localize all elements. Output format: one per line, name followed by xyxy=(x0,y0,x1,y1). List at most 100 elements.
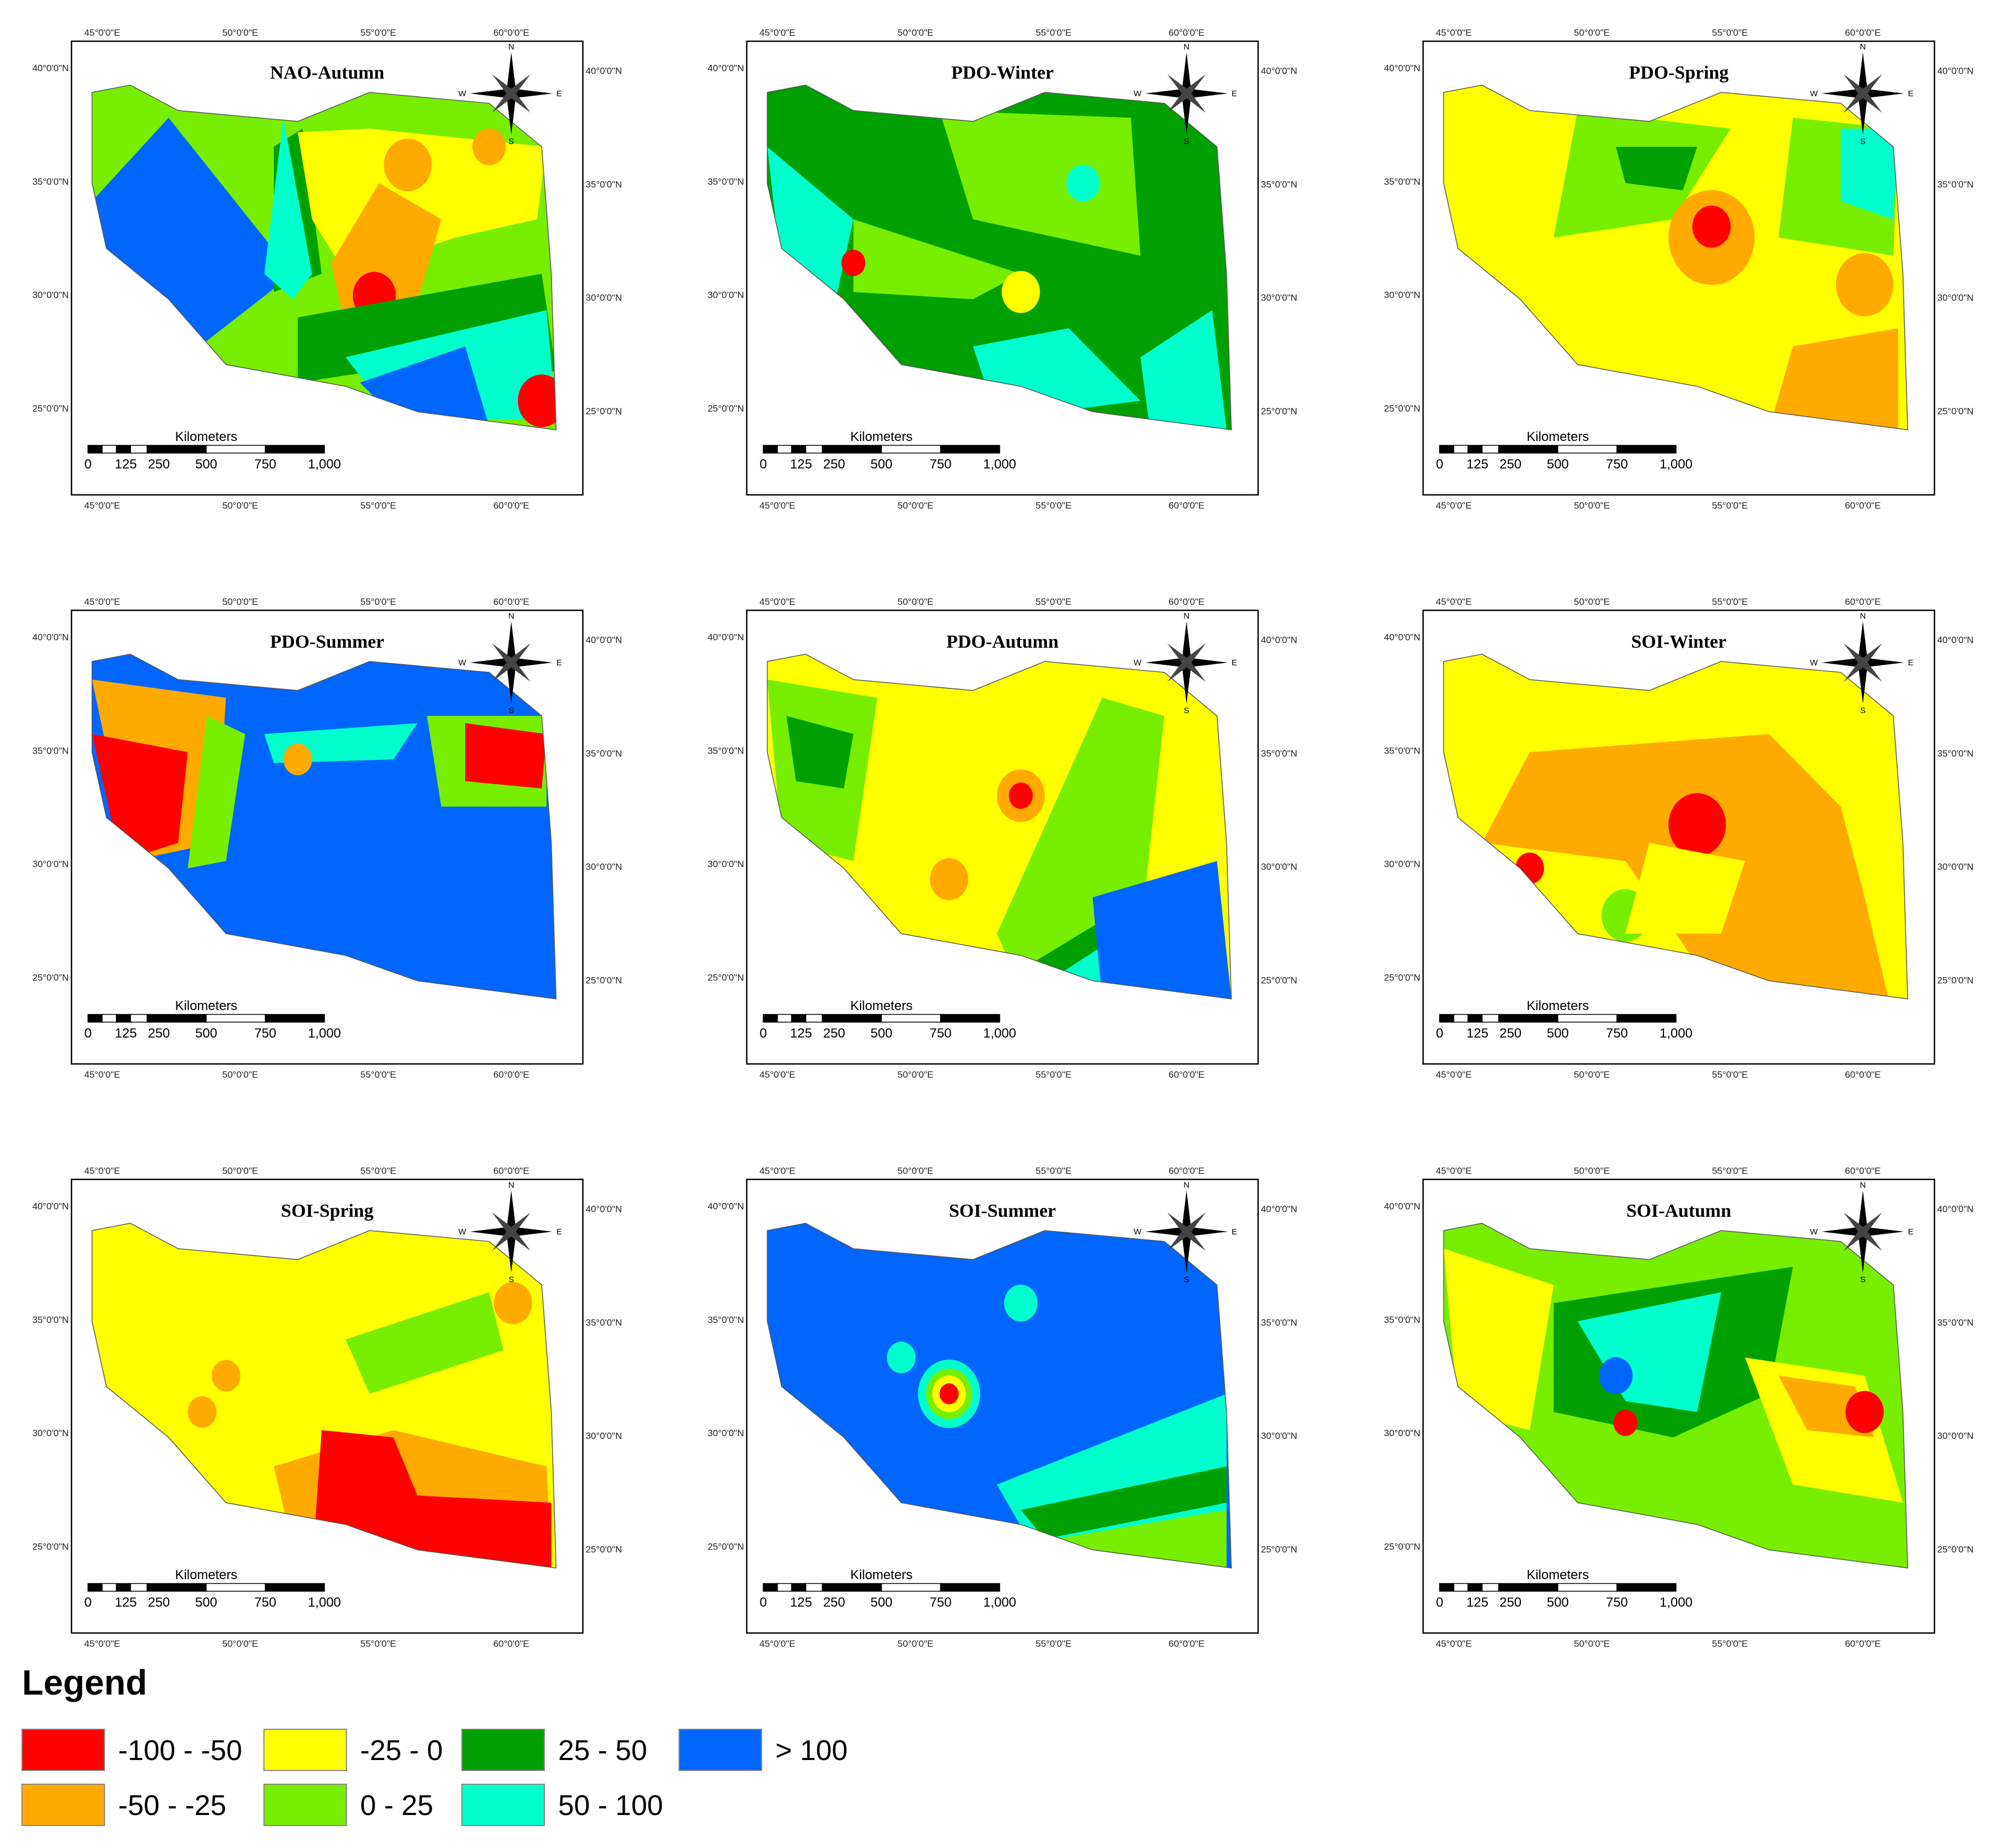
scale-bar-tick: 125 xyxy=(115,1595,137,1610)
scale-bar-tick: 0 xyxy=(759,1026,767,1041)
scale-bar-tick: 500 xyxy=(195,457,217,472)
map-outline xyxy=(767,85,1232,431)
scale-bar-tick: 250 xyxy=(1500,457,1522,472)
map-outline xyxy=(1443,1223,1909,1569)
value-zone xyxy=(841,250,866,277)
value-zone xyxy=(853,219,1021,300)
scale-bar-tick: 0 xyxy=(1436,457,1443,472)
scale-bar-tick: 750 xyxy=(929,457,951,472)
map-outline xyxy=(91,1223,557,1569)
lon-tick-label: 60°0'0"E xyxy=(1845,500,1881,511)
lon-tick-label: 45°0'0"E xyxy=(84,1166,120,1176)
lat-tick-label: 25°0'0"N xyxy=(586,1544,622,1554)
scale-bar-tick: 125 xyxy=(790,457,812,472)
lon-tick-label: 45°0'0"E xyxy=(759,1166,795,1176)
lon-tick-label: 60°0'0"E xyxy=(1168,1166,1204,1176)
legend-label: 0 - 25 xyxy=(360,1790,433,1822)
value-zone xyxy=(1769,328,1898,430)
compass-label: E xyxy=(1908,89,1914,98)
scale-bar-tick: 125 xyxy=(1467,1595,1489,1610)
legend-label: 50 - 100 xyxy=(558,1790,663,1822)
lon-tick-label: 45°0'0"E xyxy=(1436,1166,1471,1176)
compass-label: E xyxy=(556,658,562,668)
lon-tick-label: 50°0'0"E xyxy=(1574,1166,1609,1176)
scale-bar-tick: 125 xyxy=(790,1595,812,1610)
lon-tick-label: 60°0'0"E xyxy=(1168,500,1204,511)
value-zone xyxy=(1845,1391,1884,1433)
lon-tick-label: 55°0'0"E xyxy=(360,1166,396,1176)
scale-bar-tick: 125 xyxy=(1467,1026,1489,1041)
scale-bar-tick: 1,000 xyxy=(983,1595,1016,1610)
value-zone xyxy=(1140,310,1227,430)
scale-bar-tick: 1,000 xyxy=(1660,1026,1693,1041)
value-zone xyxy=(1613,1409,1638,1436)
lat-tick-label: 25°0'0"N xyxy=(32,972,69,983)
lat-tick-label: 30°0'0"N xyxy=(32,859,69,869)
panel-title: SOI-Spring xyxy=(281,1201,373,1221)
map-outline xyxy=(1443,654,1909,1000)
scale-bar: Kilometers 0 125 250 500 750 1,000 xyxy=(84,999,341,1041)
lat-tick-label: 40°0'0"N xyxy=(708,632,744,643)
value-zone xyxy=(1668,793,1726,857)
scale-bar-tick: 0 xyxy=(759,1595,767,1610)
map-outline xyxy=(767,654,1232,1000)
lon-tick-label: 45°0'0"E xyxy=(84,27,120,38)
scale-bar-tick: 125 xyxy=(115,1026,137,1041)
panel-title: PDO-Winter xyxy=(951,63,1054,83)
lon-tick-label: 45°0'0"E xyxy=(1436,1069,1471,1080)
lat-tick-label: 40°0'0"N xyxy=(1937,635,1974,646)
lon-tick-label: 60°0'0"E xyxy=(493,500,529,511)
lat-tick-label: 40°0'0"N xyxy=(586,66,622,76)
value-zone xyxy=(465,723,547,788)
panel-title: PDO-Summer xyxy=(270,632,384,652)
scale-bar-tick: 500 xyxy=(195,1026,217,1041)
legend-swatch xyxy=(461,1784,545,1826)
panel-title: SOI-Autumn xyxy=(1627,1201,1732,1221)
compass-rose-icon: N S E W xyxy=(459,611,562,715)
scale-bar-tick: 750 xyxy=(929,1026,951,1041)
compass-label: S xyxy=(509,137,514,146)
scale-bar-title: Kilometers xyxy=(175,429,237,444)
lat-tick-label: 40°0'0"N xyxy=(1384,1201,1420,1212)
panel-title: SOI-Winter xyxy=(1631,632,1726,652)
lat-tick-label: 25°0'0"N xyxy=(1261,406,1297,416)
lat-tick-label: 35°0'0"N xyxy=(1384,1315,1420,1325)
scale-bar-tick: 0 xyxy=(84,1026,91,1041)
lat-tick-label: 35°0'0"N xyxy=(586,748,622,759)
lat-tick-label: 30°0'0"N xyxy=(586,1431,622,1441)
scale-bar-tick: 500 xyxy=(1547,457,1569,472)
value-zone xyxy=(1840,129,1898,219)
compass-rose-icon: N S E W xyxy=(1810,611,1914,715)
lat-tick-label: 30°0'0"N xyxy=(586,293,622,303)
compass-label: E xyxy=(556,89,562,98)
value-zone xyxy=(345,1292,504,1394)
scale-bar-tick: 500 xyxy=(870,1026,892,1041)
scale-bar: Kilometers 0 125 250 500 750 1,000 xyxy=(1436,1568,1693,1610)
compass-label: S xyxy=(1860,1275,1866,1284)
lon-tick-label: 55°0'0"E xyxy=(1035,500,1071,511)
lon-tick-label: 45°0'0"E xyxy=(84,500,120,511)
lat-tick-label: 35°0'0"N xyxy=(1937,179,1974,190)
lat-tick-label: 25°0'0"N xyxy=(708,403,744,413)
compass-label: N xyxy=(1860,1180,1866,1190)
lat-tick-label: 40°0'0"N xyxy=(586,635,622,646)
lon-tick-label: 60°0'0"E xyxy=(1845,1069,1881,1080)
lat-tick-label: 25°0'0"N xyxy=(1937,1544,1974,1554)
scale-bar-tick: 250 xyxy=(1500,1026,1522,1041)
legend-swatch xyxy=(263,1729,347,1771)
value-zone xyxy=(1093,861,1232,999)
legend-item: 25 - 50 xyxy=(461,1729,647,1771)
compass-label: W xyxy=(1810,1227,1818,1237)
value-zone xyxy=(472,128,506,166)
lon-tick-label: 55°0'0"E xyxy=(360,500,396,511)
lat-tick-label: 40°0'0"N xyxy=(586,1204,622,1215)
lon-tick-label: 45°0'0"E xyxy=(759,1069,795,1080)
lat-tick-label: 25°0'0"N xyxy=(1384,972,1420,983)
map-panel: SOI-Winter 45°0'0"E 45°0'0"E 50°0'0"E 50°0'0… xyxy=(1384,597,1974,1080)
map-panel: NAO-Autumn 45°0'0"E 45°0'0"E 50°0'0"E 50°0'0… xyxy=(32,27,622,511)
compass-label: W xyxy=(459,658,467,668)
lon-tick-label: 45°0'0"E xyxy=(84,1069,120,1080)
lat-tick-label: 30°0'0"N xyxy=(1937,293,1974,303)
scale-bar-tick: 1,000 xyxy=(308,457,341,472)
